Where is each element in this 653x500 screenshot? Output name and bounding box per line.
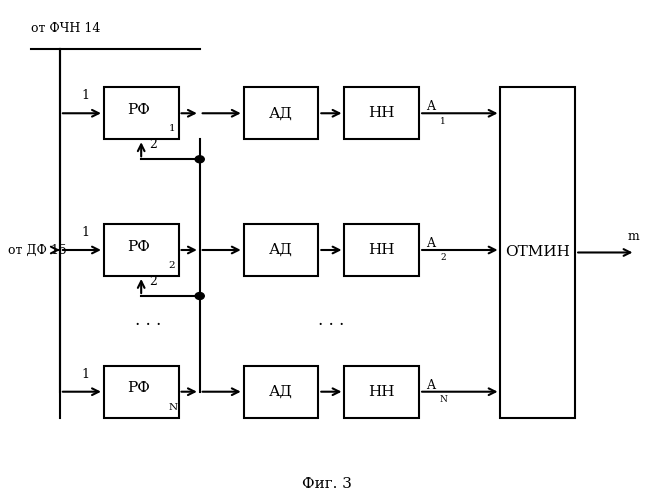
Text: . . .: . . . [318,312,345,330]
Text: A: A [426,100,435,114]
Text: 1: 1 [82,226,90,239]
Text: 1: 1 [82,368,90,381]
Text: РФ: РФ [127,103,150,117]
Bar [500,87,575,418]
Text: АД: АД [269,106,293,120]
Text: . . .: . . . [135,312,161,330]
Bar [104,366,178,418]
Text: 2: 2 [440,254,445,262]
Circle shape [195,292,204,300]
Text: 1: 1 [82,90,90,102]
Text: A: A [426,378,435,392]
Text: РФ: РФ [127,240,150,254]
Text: от ФЧН 14: от ФЧН 14 [31,22,100,35]
Bar [344,366,419,418]
Bar [244,366,319,418]
Text: АД: АД [269,384,293,398]
Text: Фиг. 3: Фиг. 3 [302,476,351,490]
Bar [244,224,319,276]
Text: A: A [426,237,435,250]
Text: 1: 1 [440,116,446,126]
Text: N: N [440,395,448,404]
Text: РФ: РФ [127,381,150,395]
Text: N: N [168,402,178,411]
Text: НН: НН [368,384,395,398]
Bar [244,87,319,140]
Bar [344,224,419,276]
Bar [104,224,178,276]
Text: НН: НН [368,106,395,120]
Text: АД: АД [269,243,293,257]
Bar [344,87,419,140]
Text: m: m [628,230,639,242]
Bar [104,87,178,140]
Text: 2: 2 [149,138,157,151]
Text: от ДФ 15: от ДФ 15 [8,244,67,256]
Circle shape [195,156,204,162]
Text: ОТМИН: ОТМИН [505,246,570,260]
Text: 2: 2 [168,261,175,270]
Text: НН: НН [368,243,395,257]
Text: 1: 1 [168,124,175,133]
Text: 2: 2 [149,274,157,287]
